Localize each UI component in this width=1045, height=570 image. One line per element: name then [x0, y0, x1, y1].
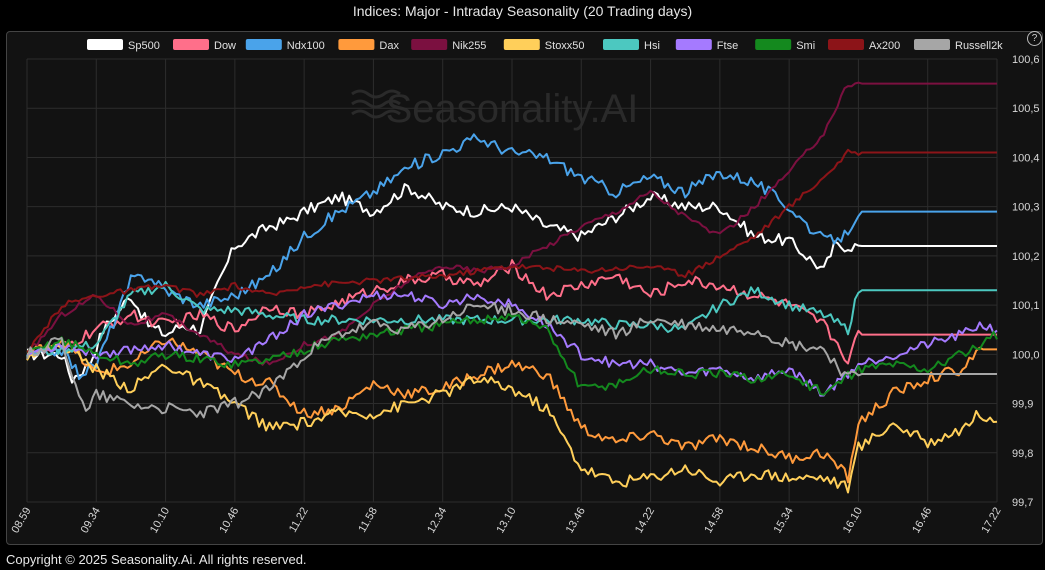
legend-swatch — [914, 39, 950, 50]
legend-item-nik255[interactable]: Nik255 — [411, 39, 486, 52]
series-line-hsi — [26, 280, 997, 358]
legend-swatch — [828, 39, 864, 50]
line-chart[interactable]: Seasonality.AI99,799,899,9100,0100,1100,… — [7, 32, 1042, 544]
x-tick-label: 10.46 — [217, 506, 241, 536]
chart-title: Indices: Major - Intraday Seasonality (2… — [352, 3, 693, 19]
x-tick-label: 10.10 — [148, 506, 172, 536]
legend-item-ax200[interactable]: Ax200 — [828, 39, 900, 52]
y-tick-label: 100,2 — [1012, 251, 1040, 263]
series-line-dax — [26, 337, 997, 484]
x-tick-label: 08.59 — [9, 506, 33, 536]
series-line-smi — [26, 313, 998, 396]
series-line-stoxx50 — [26, 342, 998, 494]
legend-swatch — [87, 39, 123, 50]
series-line-dow — [26, 259, 997, 365]
x-tick-label: 16.10 — [841, 506, 865, 536]
series-line-nik255 — [26, 81, 997, 366]
legend-label: Nik255 — [452, 40, 486, 52]
legend-swatch — [338, 39, 375, 50]
series-line-russell2k — [26, 301, 997, 419]
x-tick-label: 11.58 — [356, 506, 380, 535]
legend-swatch — [173, 39, 209, 50]
chart-panel: Seasonality.AI 99,7 99,8 99,9 100,0 100,1 100,… — [6, 31, 1043, 545]
y-tick-label: 100,1 — [1012, 300, 1040, 312]
y-tick-label: 100,4 — [1012, 152, 1040, 164]
legend-label: Smi — [796, 40, 815, 52]
legend-item-smi[interactable]: Smi — [755, 39, 815, 52]
x-tick-label: 13.46 — [564, 506, 588, 536]
x-tick-label: 13.10 — [494, 506, 518, 536]
x-tick-label: 14.58 — [702, 506, 726, 536]
series-line-ftse — [26, 290, 998, 397]
x-tick-label: 16.46 — [910, 506, 934, 536]
legend-item-hsi[interactable]: Hsi — [603, 39, 660, 52]
help-icon[interactable]: ? — [1027, 31, 1042, 46]
y-tick-label: 99,9 — [1012, 399, 1033, 411]
legend-label: Hsi — [644, 40, 660, 52]
legend-swatch — [603, 39, 639, 50]
x-tick-label: 17.22 — [979, 506, 1003, 536]
legend-label: Ftse — [717, 40, 738, 52]
legend-item-ndx100[interactable]: Ndx100 — [245, 39, 325, 52]
legend-swatch — [675, 39, 712, 50]
y-tick-label: 99,8 — [1012, 448, 1033, 460]
legend-swatch — [245, 39, 282, 50]
legend-label: Ndx100 — [287, 40, 325, 52]
legend-item-stoxx50[interactable]: Stoxx50 — [503, 39, 585, 52]
x-tick-label: 11.22 — [287, 506, 311, 535]
legend-item-dow[interactable]: Dow — [173, 39, 236, 52]
copyright-footer: Copyright © 2025 Seasonality.Ai. All rig… — [6, 552, 307, 567]
legend-label: Dow — [214, 40, 236, 52]
x-tick-label: 09.34 — [79, 506, 103, 536]
series-line-ndx100 — [26, 133, 997, 381]
y-tick-label: 99,7 — [1012, 497, 1033, 509]
y-tick-label: 100,3 — [1012, 202, 1040, 214]
series-line-ax200 — [26, 148, 997, 353]
legend-label: Sp500 — [128, 40, 160, 52]
legend-label: Dax — [379, 40, 399, 52]
legend-label: Ax200 — [869, 40, 900, 52]
legend-item-ftse[interactable]: Ftse — [675, 39, 738, 52]
legend-item-russell2k[interactable]: Russell2k — [914, 39, 1003, 52]
watermark-waves-icon — [351, 89, 401, 119]
legend-item-dax[interactable]: Dax — [338, 39, 399, 52]
y-tick-label: 100,0 — [1012, 349, 1040, 361]
legend-label: Stoxx50 — [545, 40, 585, 52]
legend-swatch — [755, 39, 792, 50]
x-tick-label: 14.22 — [633, 506, 657, 536]
x-tick-label: 15.34 — [772, 506, 796, 536]
y-tick-label: 100,6 — [1012, 54, 1040, 66]
y-tick-label: 100,5 — [1012, 103, 1040, 115]
legend-item-sp500[interactable]: Sp500 — [87, 39, 160, 52]
legend-label: Russell2k — [955, 40, 1003, 52]
legend-swatch — [411, 39, 448, 50]
legend-swatch — [503, 39, 540, 50]
x-tick-label: 12.34 — [425, 506, 449, 536]
